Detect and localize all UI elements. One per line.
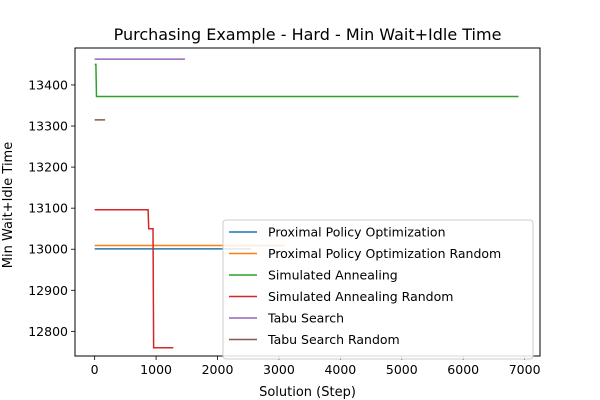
y-tick-label-5: 13300: [28, 119, 68, 134]
legend-label-2: Simulated Annealing: [268, 268, 398, 283]
series-line-2: [94, 63, 519, 98]
x-tick-label-7: 7000: [509, 362, 541, 377]
legend-label-4: Tabu Search: [267, 311, 344, 326]
x-tick-label-3: 3000: [263, 362, 295, 377]
x-tick-label-6: 6000: [447, 362, 479, 377]
x-axis-label: Solution (Step): [259, 385, 356, 400]
legend-label-5: Tabu Search Random: [267, 332, 400, 347]
legend-label-0: Proximal Policy Optimization: [268, 225, 446, 240]
legend: Proximal Policy Optimization Proximal Pol…: [222, 219, 534, 360]
legend-label-1: Proximal Policy Optimization Random: [268, 246, 501, 261]
y-tick-label-1: 12900: [28, 283, 68, 298]
x-axis: 0 1000 2000 3000 4000 5000 6000 7000: [91, 356, 541, 377]
x-tick-label-5: 5000: [386, 362, 418, 377]
x-tick-label-4: 4000: [324, 362, 356, 377]
y-axis: 12800 12900 13000 13100 13200 13300 13400: [28, 77, 75, 339]
y-tick-label-3: 13100: [28, 201, 68, 216]
y-tick-label-0: 12800: [28, 324, 68, 339]
y-tick-label-6: 13400: [28, 77, 68, 92]
legend-label-3: Simulated Annealing Random: [268, 289, 453, 304]
x-tick-label-0: 0: [91, 362, 99, 377]
y-axis-label: Min Wait+Idle Time: [1, 142, 16, 268]
y-tick-label-2: 13000: [28, 242, 68, 257]
series-line-3: [94, 209, 174, 349]
y-tick-label-4: 13200: [28, 160, 68, 175]
chart-title: Purchasing Example - Hard - Min Wait+Idl…: [114, 25, 502, 44]
legend-box: [222, 219, 534, 360]
x-tick-label-2: 2000: [202, 362, 234, 377]
x-tick-label-1: 1000: [140, 362, 172, 377]
